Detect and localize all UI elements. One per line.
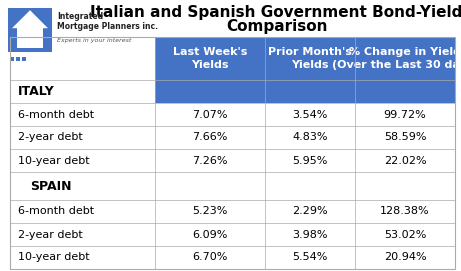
- Text: 99.72%: 99.72%: [384, 109, 426, 120]
- Text: 7.26%: 7.26%: [192, 156, 228, 166]
- Text: % Change in Yield
(Over the Last 30 days): % Change in Yield (Over the Last 30 days…: [332, 47, 461, 70]
- Text: Italian and Spanish Government Bond-Yield: Italian and Spanish Government Bond-Yiel…: [90, 5, 461, 20]
- Text: SPAIN: SPAIN: [30, 179, 71, 192]
- Text: 4.83%: 4.83%: [292, 133, 328, 143]
- Text: 20.94%: 20.94%: [384, 253, 426, 263]
- Text: 58.59%: 58.59%: [384, 133, 426, 143]
- Text: 6.70%: 6.70%: [192, 253, 228, 263]
- Text: Prior Month's
Yields: Prior Month's Yields: [268, 47, 352, 70]
- Text: Integrated
Mortgage Planners inc.: Integrated Mortgage Planners inc.: [57, 12, 158, 31]
- Bar: [10, 57, 14, 61]
- Text: Experts in your interest: Experts in your interest: [57, 38, 131, 43]
- Text: 3.98%: 3.98%: [292, 230, 328, 240]
- Text: 128.38%: 128.38%: [380, 207, 430, 217]
- Polygon shape: [12, 10, 48, 28]
- Bar: [10, 37, 455, 269]
- Text: 6-month debt: 6-month debt: [18, 109, 94, 120]
- FancyBboxPatch shape: [8, 8, 52, 52]
- Text: Comparison: Comparison: [226, 19, 327, 34]
- Text: 10-year debt: 10-year debt: [18, 253, 89, 263]
- Text: Last Week's
Yields: Last Week's Yields: [173, 47, 247, 70]
- Bar: [155, 80, 455, 103]
- Text: 22.02%: 22.02%: [384, 156, 426, 166]
- Text: ITALY: ITALY: [18, 85, 55, 98]
- Text: 5.23%: 5.23%: [192, 207, 228, 217]
- Text: 6-month debt: 6-month debt: [18, 207, 94, 217]
- Bar: [155, 37, 455, 80]
- Text: 6.09%: 6.09%: [192, 230, 228, 240]
- Text: 2-year debt: 2-year debt: [18, 230, 83, 240]
- Text: 7.66%: 7.66%: [192, 133, 228, 143]
- Bar: [16, 57, 20, 61]
- Text: 2-year debt: 2-year debt: [18, 133, 83, 143]
- Text: 5.95%: 5.95%: [292, 156, 328, 166]
- Text: 7.07%: 7.07%: [192, 109, 228, 120]
- Text: 10-year debt: 10-year debt: [18, 156, 89, 166]
- Bar: [22, 57, 26, 61]
- Text: 3.54%: 3.54%: [292, 109, 328, 120]
- Text: 5.54%: 5.54%: [292, 253, 328, 263]
- Text: 2.29%: 2.29%: [292, 207, 328, 217]
- Bar: [18, 28, 42, 48]
- Text: 53.02%: 53.02%: [384, 230, 426, 240]
